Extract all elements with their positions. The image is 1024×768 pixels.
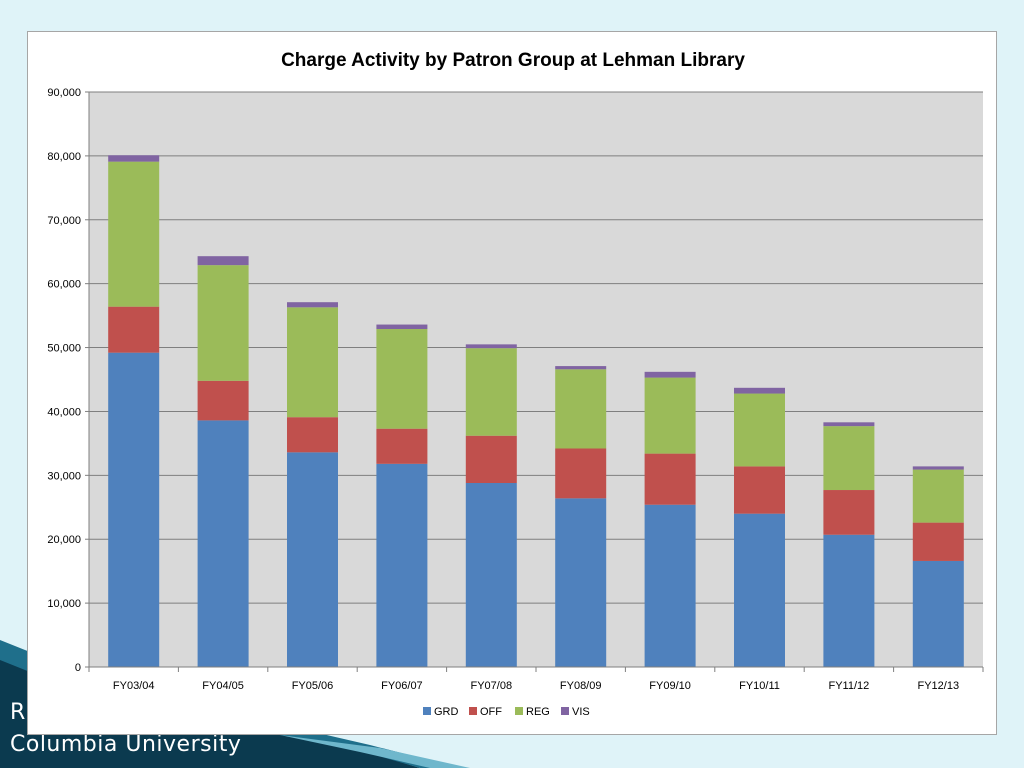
legend-swatch-reg bbox=[515, 707, 523, 715]
x-tick-label: FY05/06 bbox=[292, 680, 334, 692]
bars bbox=[108, 155, 964, 667]
bar-reg-fy12-13 bbox=[912, 469, 964, 523]
x-tick-label: FY08/09 bbox=[560, 680, 602, 692]
x-tick-label: FY07/08 bbox=[471, 680, 513, 692]
legend-label-vis: VIS bbox=[572, 706, 590, 718]
bar-grd-fy07-08 bbox=[465, 483, 517, 667]
bar-off-fy06-07 bbox=[376, 428, 428, 464]
chart: Charge Activity by Patron Group at Lehma… bbox=[47, 50, 984, 718]
bar-vis-fy03-04 bbox=[108, 155, 160, 162]
bar-grd-fy03-04 bbox=[108, 352, 160, 667]
bar-grd-fy06-07 bbox=[376, 463, 428, 667]
legend-swatch-off bbox=[469, 707, 477, 715]
bar-vis-fy12-13 bbox=[912, 466, 964, 470]
bar-off-fy10-11 bbox=[734, 466, 785, 514]
bar-grd-fy11-12 bbox=[823, 534, 875, 667]
bar-grd-fy04-05 bbox=[197, 420, 249, 667]
chart-title: Charge Activity by Patron Group at Lehma… bbox=[281, 50, 745, 71]
y-tick-label: 50,000 bbox=[47, 343, 81, 355]
bar-grd-fy05-06 bbox=[287, 452, 338, 667]
legend: GRD OFF REG VIS bbox=[423, 706, 590, 718]
y-tick-label: 80,000 bbox=[47, 151, 81, 163]
decorative-swoosh-light bbox=[280, 735, 470, 768]
bar-off-fy07-08 bbox=[465, 435, 517, 483]
x-axis-ticks: FY03/04 FY04/05 FY05/06 FY06/07 FY07/08 FY08/… bbox=[88, 667, 984, 692]
x-tick-label: FY06/07 bbox=[381, 680, 423, 692]
legend-swatch-grd bbox=[423, 707, 431, 715]
chart-panel: Charge Activity by Patron Group at Lehma… bbox=[27, 31, 997, 735]
bar-vis-fy06-07 bbox=[376, 324, 428, 330]
y-tick-label: 0 bbox=[75, 662, 81, 674]
bar-off-fy09-10 bbox=[644, 453, 696, 505]
bar-vis-fy05-06 bbox=[287, 302, 338, 308]
bar-reg-fy10-11 bbox=[734, 393, 785, 467]
bar-grd-fy12-13 bbox=[912, 560, 964, 667]
bar-off-fy11-12 bbox=[823, 490, 875, 535]
y-axis-ticks: 0 10,000 20,000 30,000 40,000 50,000 60,000 70,… bbox=[47, 87, 89, 674]
x-tick-label: FY04/05 bbox=[202, 680, 244, 692]
x-tick-label: FY12/13 bbox=[918, 680, 960, 692]
bar-vis-fy08-09 bbox=[555, 366, 607, 370]
legend-swatch-vis bbox=[561, 707, 569, 715]
bar-reg-fy11-12 bbox=[823, 426, 875, 491]
bar-off-fy05-06 bbox=[287, 417, 338, 453]
bar-grd-fy10-11 bbox=[734, 513, 785, 667]
x-tick-label: FY09/10 bbox=[649, 680, 691, 692]
bar-reg-fy03-04 bbox=[108, 161, 160, 307]
bar-vis-fy09-10 bbox=[644, 371, 696, 378]
footer-institution-name: Columbia University bbox=[10, 732, 242, 757]
y-tick-label: 30,000 bbox=[47, 470, 81, 482]
legend-label-off: OFF bbox=[480, 706, 502, 718]
bar-off-fy03-04 bbox=[108, 306, 160, 353]
y-tick-label: 90,000 bbox=[47, 87, 81, 99]
y-tick-label: 10,000 bbox=[47, 598, 81, 610]
y-tick-label: 20,000 bbox=[47, 534, 81, 546]
bar-reg-fy09-10 bbox=[644, 377, 696, 454]
bar-vis-fy11-12 bbox=[823, 422, 875, 427]
bar-grd-fy08-09 bbox=[555, 498, 607, 667]
bar-reg-fy07-08 bbox=[465, 348, 517, 436]
bar-off-fy04-05 bbox=[197, 380, 249, 421]
bar-off-fy12-13 bbox=[912, 522, 964, 561]
bar-vis-fy10-11 bbox=[734, 387, 785, 394]
bar-reg-fy05-06 bbox=[287, 307, 338, 418]
bar-reg-fy08-09 bbox=[555, 369, 607, 449]
x-tick-label: FY03/04 bbox=[113, 680, 155, 692]
x-tick-label: FY10/11 bbox=[739, 680, 780, 692]
x-tick-label: FY11/12 bbox=[829, 680, 870, 692]
footer-text-partial: R bbox=[10, 700, 26, 725]
bar-grd-fy09-10 bbox=[644, 504, 696, 667]
bar-reg-fy04-05 bbox=[197, 265, 249, 381]
bar-reg-fy06-07 bbox=[376, 329, 428, 429]
legend-label-grd: GRD bbox=[434, 706, 459, 718]
y-tick-label: 40,000 bbox=[47, 406, 81, 418]
legend-label-reg: REG bbox=[526, 706, 550, 718]
bar-vis-fy04-05 bbox=[197, 256, 249, 266]
bar-vis-fy07-08 bbox=[465, 344, 517, 349]
y-tick-label: 60,000 bbox=[47, 279, 81, 291]
y-tick-label: 70,000 bbox=[47, 215, 81, 227]
bar-off-fy08-09 bbox=[555, 448, 607, 499]
